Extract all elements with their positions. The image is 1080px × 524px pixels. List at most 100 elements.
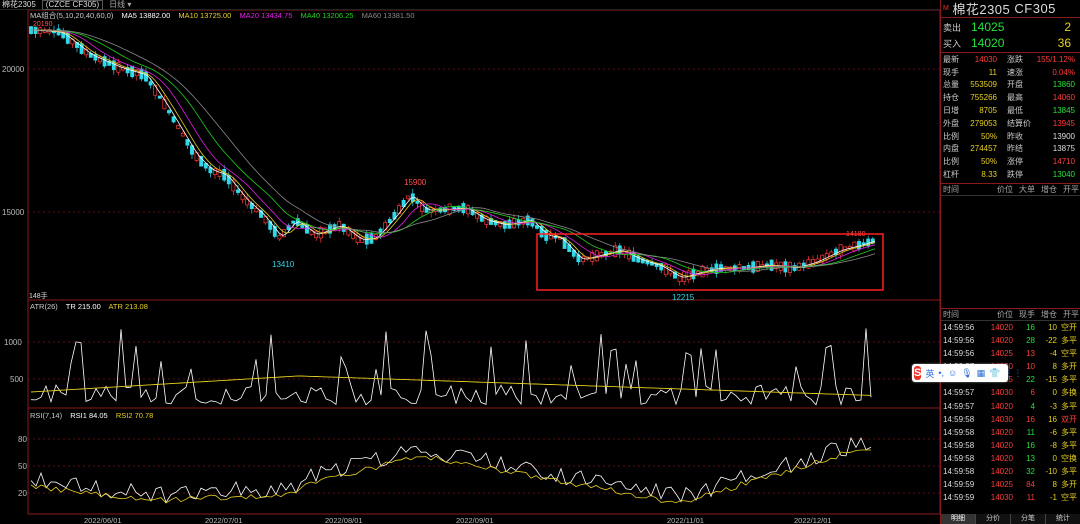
- tick-row[interactable]: 14:59:58 14020 11 -6 多平: [941, 426, 1080, 439]
- tick-oi-change: 10: [1048, 323, 1057, 333]
- candle: [686, 270, 691, 281]
- quote-value: 13860: [1052, 80, 1075, 90]
- quote-key: 日增: [943, 106, 959, 116]
- tab-detail[interactable]: 明细: [941, 514, 976, 524]
- mic-icon[interactable]: 🎙: [961, 367, 973, 378]
- tick-time: 14:59:56: [943, 323, 975, 333]
- ime-mode[interactable]: 英: [925, 368, 935, 379]
- tab-tick[interactable]: 分笔: [1011, 514, 1046, 524]
- period-dropdown[interactable]: 日线 ▾: [109, 0, 132, 9]
- tick-type: 空平: [1061, 349, 1077, 359]
- tab-stats[interactable]: 统计: [1046, 514, 1080, 524]
- tab-price[interactable]: 分价: [976, 514, 1011, 524]
- quote-key: 总量: [943, 80, 959, 90]
- candlesticks: [29, 24, 875, 286]
- candle: [401, 199, 406, 208]
- price-axis-label: 15000: [2, 208, 25, 217]
- tick-time: 14:59:58: [943, 453, 975, 463]
- quote-value: 11: [988, 67, 997, 77]
- tick-type: 多开: [1061, 480, 1077, 490]
- tick-list[interactable]: 14:59:56 14020 16 10 空开 14:59:56 14020 28 -22 多平 1…: [941, 321, 1080, 504]
- bid-price: 14020: [971, 36, 1005, 50]
- ma-legend-label: MA组合(5,10,20,40,60,0): [30, 10, 114, 20]
- punctuation-icon[interactable]: •,: [938, 368, 945, 378]
- tr-line: [30, 328, 872, 406]
- rsi1-line: [30, 436, 872, 504]
- tick-oi-change: -8: [1049, 440, 1057, 450]
- quote-value: 13945: [1052, 118, 1075, 128]
- tick-price: 14025: [990, 349, 1013, 359]
- tick-type: 多开: [1061, 362, 1077, 372]
- quote-key: 外盘: [943, 118, 959, 128]
- candle: [420, 202, 424, 212]
- candle: [659, 263, 664, 271]
- tick-row[interactable]: 14:59:56 14020 28 -22 多平: [941, 334, 1080, 347]
- quote-key: 比例: [943, 131, 959, 141]
- candle: [240, 193, 245, 201]
- tick-row[interactable]: 14:59:59 14025 84 8 多开: [941, 478, 1080, 491]
- column-header: 时间: [943, 309, 959, 319]
- ask-price: 14025: [971, 20, 1005, 34]
- tick-row[interactable]: 14:59:58 14030 16 16 双开: [941, 413, 1080, 426]
- skin-icon[interactable]: 👕: [989, 367, 1001, 378]
- candle: [323, 227, 328, 235]
- candle: [116, 62, 121, 73]
- contract-code-tab[interactable]: (CZCE CF305): [41, 0, 104, 10]
- tick-oi-change: -4: [1049, 349, 1057, 359]
- tick-type: 空换: [1061, 453, 1077, 463]
- sogou-logo-icon[interactable]: S: [914, 366, 922, 380]
- candle: [535, 225, 539, 229]
- candle: [180, 132, 185, 137]
- tick-row[interactable]: 14:59:56 14025 13 -4 空平: [941, 347, 1080, 360]
- candle: [282, 229, 286, 238]
- quote-value: 274457: [970, 144, 997, 154]
- tick-row[interactable]: 14:59:58 14020 13 0 空换: [941, 452, 1080, 465]
- candle: [305, 224, 309, 234]
- quote-key: 速涨: [1007, 67, 1023, 77]
- candle: [824, 253, 829, 260]
- candle: [231, 179, 236, 192]
- column-header: 开平: [1063, 184, 1079, 194]
- highlight-box: [536, 233, 884, 291]
- tick-row[interactable]: 14:59:58 14020 32 -10 多平: [941, 465, 1080, 478]
- tick-type: 多平: [1061, 375, 1077, 385]
- tick-row[interactable]: 14:59:59 14030 11 -1 空平: [941, 491, 1080, 504]
- m-icon: M: [943, 5, 950, 12]
- atr-axis-label: 1000: [4, 338, 22, 347]
- candle: [176, 125, 181, 129]
- panel-contract-code: CF305: [1014, 1, 1056, 16]
- grid-icon[interactable]: ⋮⋮: [1004, 367, 1023, 378]
- candle: [111, 60, 116, 71]
- tick-type: 空平: [1061, 493, 1077, 503]
- tick-row[interactable]: 14:59:57 14020 4 -3 多平: [941, 400, 1080, 413]
- tick-volume: 11: [1026, 493, 1035, 503]
- tick-type: 多平: [1061, 427, 1077, 437]
- tick-volume: 84: [1026, 480, 1035, 490]
- high-annotation: 20190: [33, 21, 53, 28]
- quote-key: 最低: [1007, 106, 1023, 116]
- candle: [102, 56, 107, 67]
- tick-price: 14030: [990, 388, 1013, 398]
- candle: [93, 54, 98, 61]
- big-order-list[interactable]: [941, 196, 1080, 309]
- candle: [314, 230, 319, 239]
- ime-toolbar[interactable]: S 英 •, ☺ 🎙 ▦ 👕 ⋮⋮: [912, 364, 1022, 382]
- emoji-icon[interactable]: ☺: [948, 368, 958, 378]
- big-order-header: 时间 价位 大单 增仓 开平: [941, 184, 1080, 196]
- ma-lines: [30, 29, 876, 278]
- tick-time: 14:59:58: [943, 427, 975, 437]
- tick-row[interactable]: 14:59:57 14030 6 0 多换: [941, 386, 1080, 399]
- chart-area[interactable]: 20000 15000 MA组合(5,10,20,40,60,0) MA5 13…: [0, 10, 940, 524]
- candle: [360, 236, 365, 243]
- candle: [829, 251, 834, 257]
- date-label: 2022/08/01: [325, 516, 363, 524]
- ask-volume: 2: [1064, 20, 1071, 34]
- tick-price: 14020: [990, 323, 1013, 333]
- keyboard-icon[interactable]: ▦: [976, 367, 986, 378]
- tick-row[interactable]: 14:59:58 14020 16 -8 多平: [941, 439, 1080, 452]
- tick-time: 14:59:58: [943, 414, 975, 424]
- tick-row[interactable]: 14:59:56 14020 16 10 空开: [941, 321, 1080, 334]
- candle: [107, 60, 112, 66]
- candle: [673, 271, 677, 279]
- tick-volume: 16: [1026, 414, 1035, 424]
